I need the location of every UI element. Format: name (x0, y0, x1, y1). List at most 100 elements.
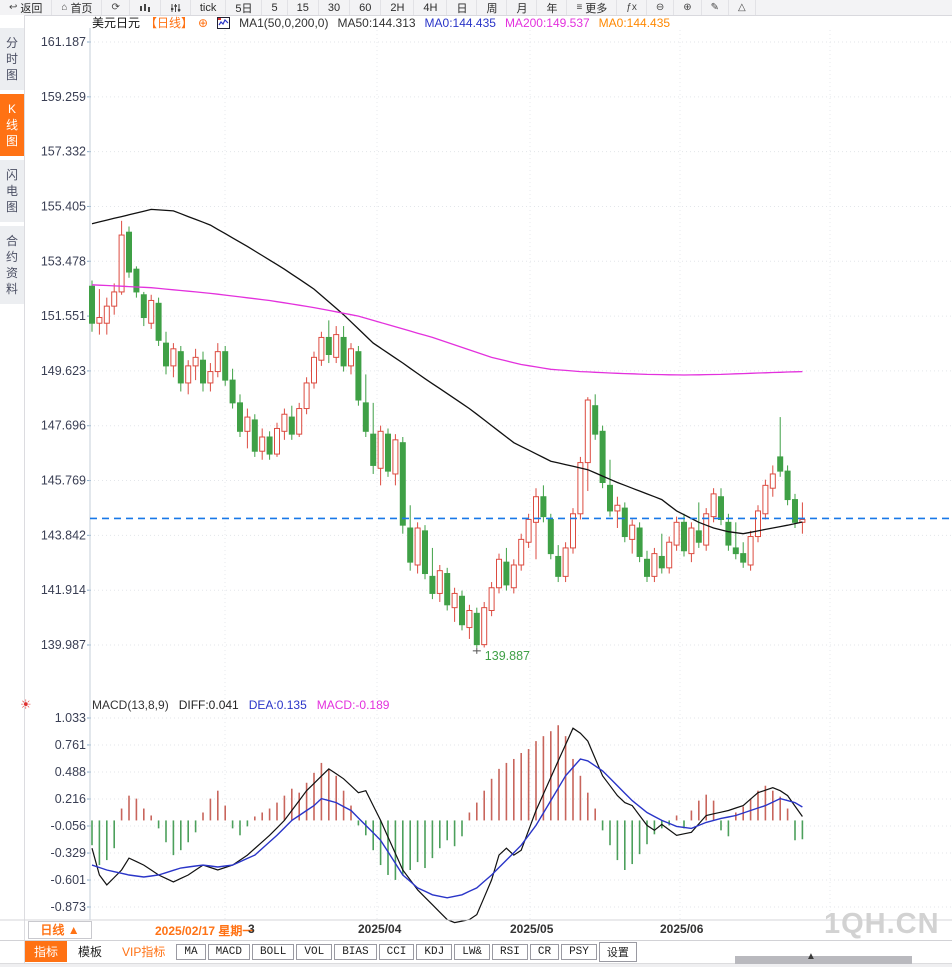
more-button[interactable]: ≡ 更多 (567, 0, 618, 15)
candle-body (636, 527, 643, 557)
price-tick-label: 151.551 (41, 309, 86, 323)
candle-body (644, 558, 650, 577)
sidebar-tab-time-chart[interactable]: 分时图 (0, 28, 24, 90)
add-favorite-icon[interactable]: ⊕ (198, 15, 209, 30)
sliders-icon (170, 3, 181, 12)
tab-60min-label: 60 (359, 1, 372, 14)
candle-body (747, 536, 754, 566)
candle-body (533, 496, 539, 523)
back-button-icon: ↩ (9, 2, 18, 13)
tab-vol[interactable]: VOL (296, 943, 333, 960)
tab-vip-indicator[interactable]: VIP指标 (122, 945, 166, 959)
candle-body (385, 433, 391, 472)
candle-body (466, 609, 473, 629)
tab-kdj[interactable]: KDJ (416, 943, 453, 960)
tab-tick[interactable]: tick (191, 0, 227, 15)
tab-settings[interactable]: 设置 (598, 941, 637, 962)
refresh-button[interactable]: ⟳ (102, 0, 130, 15)
candle-body (429, 575, 436, 594)
candle-body (740, 553, 747, 563)
indicator-tab-bar: 指标 模板 VIP指标 MA MACD BOLL VOL BIAS CCI KDJ LW& RSI CR… (0, 940, 952, 962)
candle-body (259, 436, 266, 452)
candle-body (673, 521, 680, 546)
tab-day[interactable]: 日 (447, 0, 478, 15)
tab-5day[interactable]: 5日 (226, 0, 263, 15)
tab-cr[interactable]: CR (529, 943, 560, 960)
tab-cci[interactable]: CCI (378, 943, 415, 960)
tab-template[interactable]: 模板 (78, 945, 103, 959)
candle-body (496, 558, 502, 589)
time-axis-label: 2025/06 (660, 922, 704, 936)
candle-body (688, 527, 695, 555)
tab-week-label: 周 (486, 2, 498, 15)
sidebar-tab-contract-info[interactable]: 合约资料 (0, 226, 24, 304)
chart-style-button[interactable] (130, 0, 161, 15)
tab-boll[interactable]: BOLL (251, 943, 295, 960)
candle-body (303, 382, 310, 410)
home-button[interactable]: ⌂ 首页 (52, 0, 103, 15)
candle-body (214, 351, 221, 373)
indicator-params-button[interactable] (161, 0, 191, 15)
candle-body (710, 493, 717, 518)
shape-button[interactable]: △ (729, 0, 756, 15)
candle-body (140, 294, 147, 319)
tab-psy[interactable]: PSY (561, 943, 597, 960)
scrollbar-expand-icon[interactable]: ▲ (806, 951, 816, 962)
zoom-in-button[interactable]: ⊕ (674, 0, 702, 15)
candle-body (407, 527, 414, 563)
candle-body (503, 561, 510, 586)
indicator-settings-icon[interactable]: ☀ (20, 697, 32, 712)
macd-params-label: MACD(13,8,9) (92, 698, 169, 712)
candle-body (229, 379, 236, 404)
zoom-out-button[interactable]: ⊖ (647, 0, 675, 15)
horizontal-scrollbar[interactable] (735, 956, 912, 964)
candle-body (192, 356, 199, 367)
tab-week[interactable]: 周 (477, 0, 508, 15)
candle-body (414, 527, 421, 566)
period-selector-dropdown[interactable]: 日线 ▲ (28, 921, 92, 939)
macd-dea-value: DEA:0.135 (248, 698, 307, 712)
candle-body (792, 499, 798, 523)
bottom-divider (0, 963, 952, 967)
fx-indicator-button[interactable]: ƒx (617, 0, 647, 15)
sidebar-tab-lightning-chart[interactable]: 闪电图 (0, 160, 24, 222)
candle-body (732, 547, 739, 555)
back-button[interactable]: ↩ 返回 (0, 0, 53, 15)
candle-body (718, 496, 724, 520)
tab-4h[interactable]: 4H (414, 0, 448, 15)
tab-30min[interactable]: 30 (319, 0, 351, 15)
candle-body (325, 336, 332, 356)
period-label[interactable]: 【日线】 (145, 16, 194, 30)
tab-5min[interactable]: 5 (262, 0, 288, 15)
zoom-in-button-icon: ⊕ (683, 2, 692, 13)
candle-body (703, 513, 710, 546)
candle-body (244, 416, 251, 432)
tab-ma[interactable]: MA (176, 943, 206, 960)
candle-body (318, 336, 325, 361)
candle-body (362, 402, 369, 432)
candle-body (237, 402, 243, 432)
candle-body (399, 442, 406, 526)
candle-body (629, 524, 636, 540)
tab-2h[interactable]: 2H (381, 0, 415, 15)
ma50-value: MA50:144.313 (337, 15, 416, 30)
tab-15min[interactable]: 15 (288, 0, 319, 15)
candle-body (755, 510, 761, 538)
tab-month[interactable]: 月 (507, 0, 538, 15)
candle-body (89, 285, 95, 324)
candle-body (155, 302, 162, 341)
tab-month-label: 月 (516, 2, 528, 15)
tab-year[interactable]: 年 (537, 0, 568, 15)
tab-rsi[interactable]: RSI (492, 943, 528, 960)
tab-4h-label: 4H (423, 1, 438, 14)
candlestick-icon (139, 3, 150, 12)
tab-indicator[interactable]: 指标 (25, 941, 68, 962)
tab-lw[interactable]: LW& (454, 943, 491, 960)
candle-body (148, 299, 155, 324)
tab-60min[interactable]: 60 (350, 0, 382, 15)
tab-macd[interactable]: MACD (207, 943, 250, 960)
tab-bias[interactable]: BIAS (334, 943, 377, 960)
draw-button[interactable]: ✎ (702, 0, 730, 15)
